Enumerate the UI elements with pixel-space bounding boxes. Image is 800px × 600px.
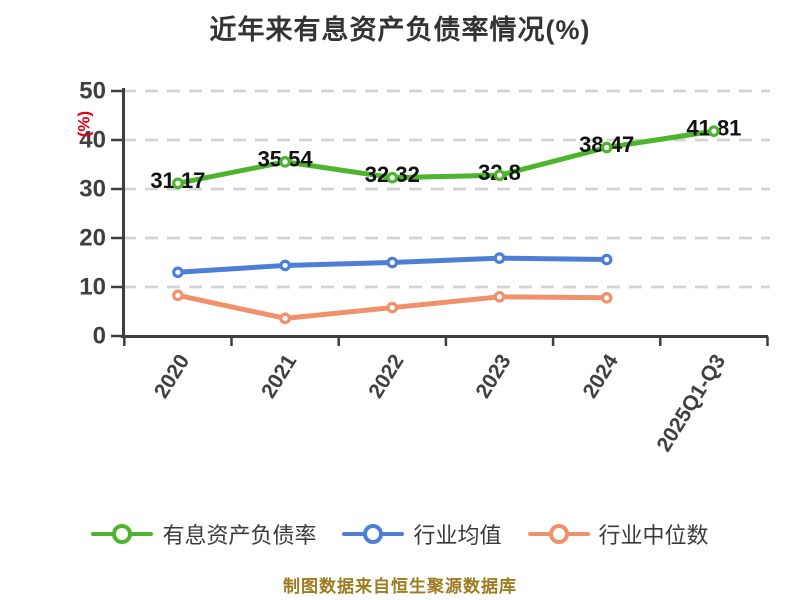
legend-label: 行业中位数 — [598, 523, 709, 548]
chart-title: 近年来有息资产负债率情况(%) — [209, 15, 591, 45]
x-tick-label: 2025Q1-Q3 — [652, 350, 730, 455]
legend-label: 有息资产负债率 — [162, 523, 317, 548]
svg-text:20: 20 — [79, 225, 106, 252]
legend-label: 行业均值 — [413, 523, 502, 548]
x-tick-label: 2021 — [257, 350, 301, 402]
svg-text:30: 30 — [79, 176, 106, 203]
chart-canvas: 0 10 20 30 40 50 (%) 2020 2021 2022 2023 2024 2025Q1… — [75, 78, 770, 456]
series-line — [175, 128, 717, 186]
legend-marker-icon — [91, 524, 154, 545]
data-source-note: 制图数据来自恒生聚源数据库 — [283, 577, 517, 596]
x-axis-ticks: 2020 2021 2022 2023 2024 2025Q1-Q3 — [123, 336, 769, 456]
x-tick-label: 2023 — [471, 350, 515, 402]
y-axis-ticks: 0 10 20 30 40 50 — [79, 78, 123, 350]
gridlines — [123, 89, 770, 289]
series-markers — [172, 252, 613, 279]
x-tick-label: 2024 — [579, 350, 623, 402]
svg-text:10: 10 — [79, 274, 106, 301]
legend-marker-icon — [342, 524, 405, 545]
series-data-labels: 31.1735.5432.3232.838.4741.81 — [150, 116, 741, 193]
y-axis-unit-label: (%) — [75, 111, 94, 137]
svg-text:40: 40 — [79, 127, 106, 154]
legend-item-2[interactable]: 行业中位数 — [527, 518, 709, 550]
legend-marker-icon — [527, 524, 590, 545]
legend-item-1[interactable]: 行业均值 — [342, 518, 502, 550]
series-markers — [172, 125, 720, 190]
legend-item-0[interactable]: 有息资产负债率 — [91, 518, 316, 550]
svg-text:50: 50 — [79, 78, 106, 105]
x-tick-label: 2022 — [364, 350, 408, 402]
x-tick-label: 2020 — [150, 350, 194, 402]
series-markers — [172, 289, 613, 325]
svg-text:0: 0 — [93, 323, 106, 350]
chart-legend: 有息资产负债率 行业均值 行业中位数 — [0, 518, 800, 550]
